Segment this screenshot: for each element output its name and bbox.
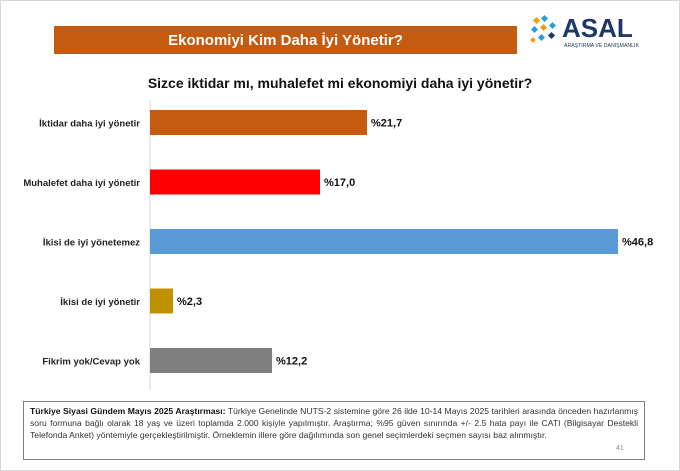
logo-tagline: ARAŞTIRMA VE DANIŞMANLIK [564, 43, 639, 49]
category-label: İkisi de iyi yönetemez [43, 238, 140, 249]
data-label: %12,2 [276, 356, 307, 368]
bar [150, 110, 367, 135]
asal-logo: ASAL ARAŞTIRMA VE DANIŞMANLIK [530, 13, 639, 49]
bar [150, 288, 173, 314]
bar [150, 229, 618, 254]
data-label: %46,8 [622, 237, 653, 249]
data-label: %21,7 [371, 118, 402, 130]
bar-chart: İktidar daha iyi yönetir %21,7 Muhalefet d… [23, 100, 653, 390]
page-number: 41 [616, 445, 624, 452]
note-title: Türkiye Siyasi Gündem Mayıs 2025 Araştır… [30, 406, 226, 416]
chart-title: Sizce iktidar mı, muhalefet mi ekonomiyi… [147, 75, 533, 91]
page-title: Ekonomiyi Kim Daha İyi Yönetir? [54, 26, 517, 54]
category-label: İkisi de iyi yönetir [60, 297, 140, 308]
data-label: %17,0 [324, 177, 355, 189]
data-label: %2,3 [177, 296, 202, 308]
category-label: Muhalefet daha iyi yönetir [23, 178, 140, 189]
category-label: İktidar daha iyi yönetir [39, 119, 140, 130]
note-text: Türkiye Genelinde NUTS-2 sistemine göre … [30, 406, 638, 440]
bar [150, 169, 320, 195]
logo-mark-icon [530, 14, 557, 43]
logo-name: ASAL [562, 13, 633, 43]
category-label: Fikrim yok/Cevap yok [42, 357, 140, 368]
methodology-note: Türkiye Siyasi Gündem Mayıs 2025 Araştır… [23, 401, 645, 460]
bar [150, 348, 272, 373]
